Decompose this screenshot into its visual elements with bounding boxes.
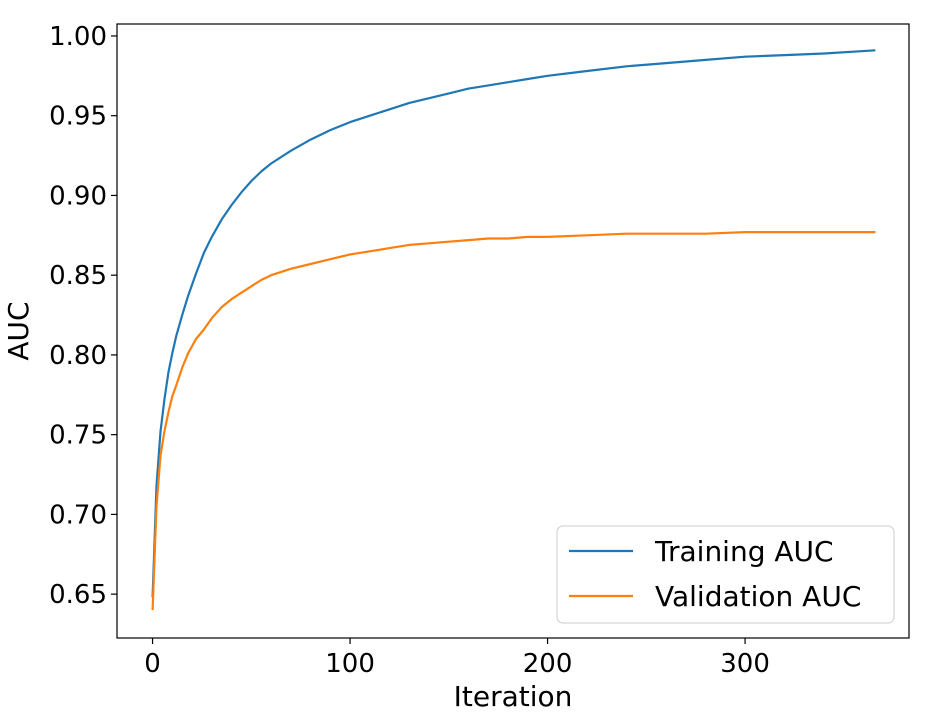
legend-box [556,525,895,624]
x-axis-label: Iteration [454,680,573,713]
y-tick-label: 0.70 [49,500,107,530]
y-tick-label: 0.75 [49,421,107,451]
x-tick-label: 200 [523,649,573,679]
legend: Training AUC Validation AUC [556,525,895,624]
y-tick-label: 0.65 [49,580,107,610]
y-tick-label: 0.85 [49,261,107,291]
x-tick-label: 300 [720,649,770,679]
y-tick-label: 0.80 [49,341,107,371]
y-tick-label: 0.95 [49,102,107,132]
y-axis-label: AUC [2,301,35,360]
legend-label-training: Training AUC [654,535,834,568]
legend-label-validation: Validation AUC [655,580,861,613]
x-axis-ticks: 0 100 200 300 [144,638,770,679]
series-line-validation-auc [151,231,876,611]
x-tick-label: 100 [325,649,375,679]
series-line-training-auc [151,49,876,598]
plot-frame [116,23,910,639]
y-axis-ticks: 0.65 0.70 0.75 0.80 0.85 0.90 0.95 1.00 [49,22,117,610]
x-tick-label: 0 [144,649,161,679]
y-tick-label: 1.00 [49,22,107,52]
y-tick-label: 0.90 [49,181,107,211]
series-layer [151,49,876,611]
